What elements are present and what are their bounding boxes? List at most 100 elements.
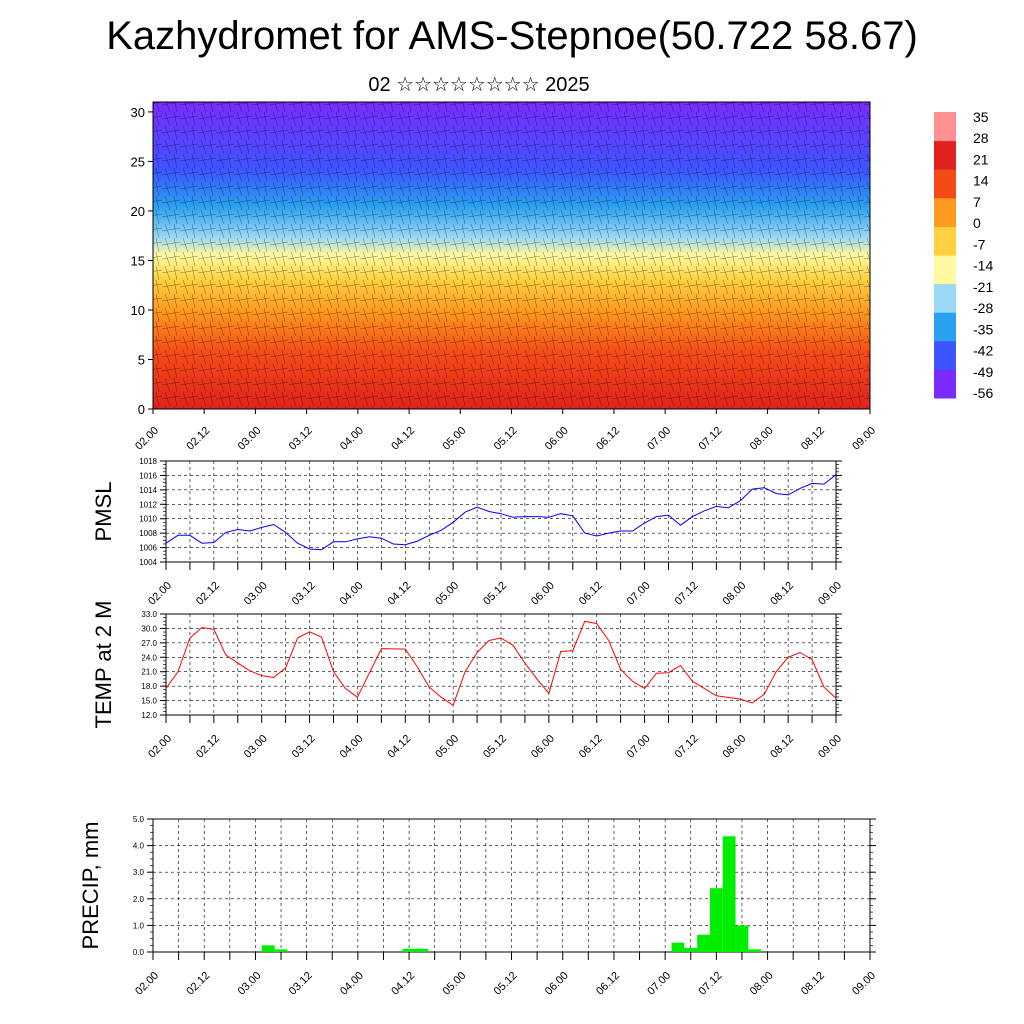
pmsl-x-tick-label: 08.00	[720, 580, 748, 608]
precip-bar	[748, 949, 762, 952]
precip-panel: 0.0 1.0 2.0 3.0 4.0 5.0 02.00 02.12 03.00 03.12 04…	[78, 815, 878, 998]
colorbar: 35 28 21 14 7 0 -7 -14 -21 -28 -35 -42 -49 -56	[934, 109, 993, 401]
xsec-x-tick-label: 03.00	[236, 425, 264, 453]
precip-bar	[671, 942, 685, 952]
temp-y-tick-label: 21.0	[141, 668, 157, 677]
precip-bar	[735, 925, 749, 952]
temp-x-tick-label: 09.00	[816, 733, 844, 761]
temp-x-tick-label: 06.00	[529, 733, 557, 761]
colorbar-label: 35	[973, 109, 989, 125]
pmsl-x-tick-label: 02.00	[146, 580, 174, 608]
precip-x-tick-label: 06.12	[594, 970, 622, 998]
colorbar-swatch	[934, 226, 956, 256]
temp-y-tick-label: 12.0	[141, 711, 157, 720]
pmsl-x-tick-label: 06.12	[577, 580, 605, 608]
temp-x-tick-label: 03.12	[290, 733, 318, 761]
temp-y-tick-label: 24.0	[141, 653, 157, 662]
precip-bar	[402, 948, 416, 952]
pmsl-y-tick-label: 1004	[139, 558, 157, 567]
temp-x-tick-label: 04.12	[385, 733, 413, 761]
xsec-y-tick-label: 10	[131, 303, 145, 318]
precip-y-tick-label: 5.0	[133, 815, 145, 824]
temp-x-tick-label: 08.12	[768, 733, 796, 761]
pmsl-y-tick-label: 1012	[139, 500, 157, 509]
precip-bar	[261, 945, 275, 952]
xsec-x-tick-label: 07.00	[645, 425, 673, 453]
precip-bar	[722, 836, 736, 952]
page-title: Kazhydromet for AMS-Stepnoe(50.722 58.67…	[106, 14, 918, 58]
temp-series-line	[165, 620, 837, 707]
colorbar-label: 7	[973, 194, 981, 210]
pmsl-x-tick-label: 05.12	[481, 580, 509, 608]
temp-x-tick-label: 07.00	[625, 733, 653, 761]
colorbar-label: -14	[973, 258, 993, 274]
colorbar-swatch	[934, 283, 956, 313]
xsec-x-tick-label: 05.12	[492, 425, 520, 453]
colorbar-swatch	[934, 112, 956, 142]
precip-x-tick-label: 06.00	[543, 970, 571, 998]
temp-x-tick-label: 05.00	[433, 733, 461, 761]
precip-y-tick-label: 2.0	[133, 895, 145, 904]
colorbar-label: 28	[973, 130, 989, 146]
page-subtitle: 02 ☆☆☆☆☆☆☆☆ 2025	[368, 74, 590, 96]
temp-x-tick-label: 07.12	[673, 733, 701, 761]
pmsl-y-tick-label: 1016	[139, 471, 157, 480]
colorbar-label: -35	[973, 321, 993, 337]
precip-y-tick-label: 1.0	[133, 921, 145, 930]
colorbar-label: -56	[973, 385, 993, 401]
pmsl-x-tick-label: 02.12	[194, 580, 222, 608]
pmsl-x-tick-label: 03.00	[242, 580, 270, 608]
temp-x-tick-label: 08.00	[720, 733, 748, 761]
pmsl-series-line	[165, 474, 837, 551]
precip-x-tick-label: 03.00	[236, 970, 264, 998]
wind-vectors	[153, 102, 870, 409]
precip-x-tick-label: 03.12	[287, 970, 315, 998]
xsec-x-tick-label: 09.00	[850, 425, 878, 453]
xsec-x-tick-label: 02.00	[133, 425, 161, 453]
pmsl-x-tick-label: 06.00	[529, 580, 557, 608]
colorbar-label: -49	[973, 364, 993, 380]
xsec-y-tick-label: 5	[138, 352, 145, 367]
temp-y-tick-label: 33.0	[141, 610, 157, 619]
xsec-y-tick-label: 15	[131, 253, 145, 268]
pmsl-y-tick-label: 1006	[139, 544, 157, 553]
colorbar-label: 14	[973, 173, 989, 189]
colorbar-label: 21	[973, 151, 989, 167]
precip-bar	[684, 948, 698, 952]
pmsl-y-tick-label: 1008	[139, 529, 157, 538]
precip-x-tick-label: 07.00	[645, 970, 673, 998]
temp-x-tick-label: 05.12	[481, 733, 509, 761]
temp-y-tick-label: 27.0	[141, 639, 157, 648]
xsec-x-tick-label: 06.12	[594, 425, 622, 453]
colorbar-swatch	[934, 340, 956, 370]
temp-x-tick-label: 06.12	[577, 733, 605, 761]
precip-x-tick-label: 04.00	[338, 970, 366, 998]
pmsl-x-tick-label: 07.12	[673, 580, 701, 608]
precip-x-tick-label: 04.12	[389, 970, 417, 998]
temp-y-tick-label: 15.0	[141, 697, 157, 706]
precip-y-tick-label: 4.0	[133, 842, 145, 851]
colorbar-label: -28	[973, 300, 993, 316]
colorbar-label: -42	[973, 343, 993, 359]
temp-axis-label: TEMP at 2 M	[91, 601, 116, 729]
pmsl-x-tick-label: 05.00	[433, 580, 461, 608]
cross-section-panel: 0 5 10 15 20 25 30 02.00 02.12 03.00 03.12 04.00 04.…	[131, 101, 878, 453]
precip-x-tick-label: 05.12	[492, 970, 520, 998]
xsec-x-tick-label: 04.00	[338, 425, 366, 453]
xsec-x-tick-label: 07.12	[697, 425, 725, 453]
colorbar-swatch	[934, 169, 956, 199]
precip-bar	[415, 948, 429, 952]
precip-x-tick-label: 05.00	[440, 970, 468, 998]
pmsl-y-tick-label: 1014	[139, 486, 157, 495]
colorbar-swatch	[934, 255, 956, 285]
precip-y-tick-label: 0.0	[133, 948, 145, 957]
colorbar-swatch	[934, 140, 956, 170]
pmsl-x-tick-label: 08.12	[768, 580, 796, 608]
precip-bar	[709, 888, 723, 952]
precip-x-tick-label: 07.12	[697, 970, 725, 998]
xsec-x-tick-label: 06.00	[543, 425, 571, 453]
precip-x-tick-label: 09.00	[850, 970, 878, 998]
xsec-y-tick-label: 30	[131, 105, 145, 120]
pmsl-x-tick-label: 04.12	[385, 580, 413, 608]
temp-x-tick-label: 02.00	[146, 733, 174, 761]
